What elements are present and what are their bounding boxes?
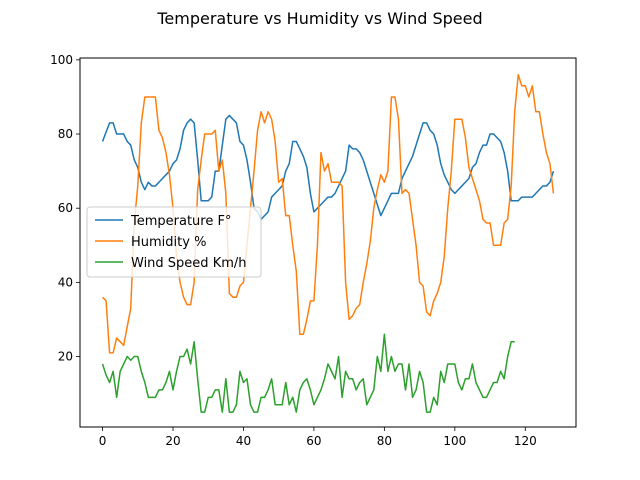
legend-box bbox=[86, 206, 262, 278]
y-axis: 20 40 60 80 100 bbox=[50, 53, 80, 364]
x-tick-label: 20 bbox=[165, 434, 180, 448]
x-tick-label: 0 bbox=[99, 434, 107, 448]
legend-label-2: Wind Speed Km/h bbox=[131, 256, 247, 271]
chart-title: Temperature vs Humidity vs Wind Speed bbox=[156, 9, 482, 28]
y-tick-label: 60 bbox=[58, 201, 73, 215]
x-axis: 0 20 40 60 80 100 120 bbox=[99, 427, 537, 448]
y-tick-label: 40 bbox=[58, 275, 73, 289]
y-tick-label: 20 bbox=[58, 350, 73, 364]
y-tick-label: 100 bbox=[50, 53, 73, 67]
series-line-0 bbox=[101, 114, 555, 221]
x-tick-label: 100 bbox=[443, 434, 466, 448]
legend-label-1: Humidity % bbox=[131, 235, 206, 250]
x-tick-label: 40 bbox=[236, 434, 251, 448]
axes-frame bbox=[79, 57, 577, 428]
series-line-2 bbox=[101, 333, 515, 413]
legend: Temperature F° Humidity % Wind Speed Km/h bbox=[86, 206, 262, 278]
x-tick-label: 120 bbox=[514, 434, 537, 448]
legend-label-0: Temperature F° bbox=[130, 214, 231, 229]
y-tick-label: 80 bbox=[58, 127, 73, 141]
x-tick-label: 80 bbox=[377, 434, 392, 448]
x-tick-label: 60 bbox=[306, 434, 321, 448]
